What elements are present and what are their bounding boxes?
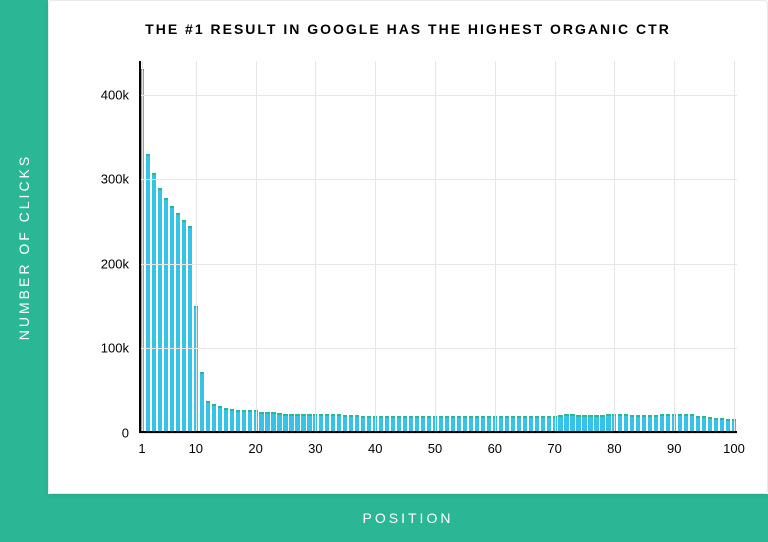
bar	[218, 406, 222, 433]
y-tick-label: 0	[122, 426, 139, 441]
bar	[146, 154, 150, 433]
grid-line-v	[142, 61, 143, 433]
bottom-band: POSITION	[0, 494, 768, 542]
bar	[248, 410, 252, 433]
bar	[242, 410, 246, 433]
x-tick-label: 30	[308, 433, 322, 456]
grid-line-v	[495, 61, 496, 433]
bar	[170, 206, 174, 433]
x-tick-label: 10	[189, 433, 203, 456]
x-tick-label: 1	[138, 433, 145, 456]
bar	[259, 412, 263, 433]
grid-line-v	[256, 61, 257, 433]
bar	[158, 188, 162, 433]
x-tick-label: 80	[607, 433, 621, 456]
x-tick-label: 60	[488, 433, 502, 456]
x-tick-label: 70	[547, 433, 561, 456]
x-tick-label: 50	[428, 433, 442, 456]
bar	[176, 213, 180, 433]
grid-line-v	[375, 61, 376, 433]
bar	[200, 372, 204, 433]
grid-line-v	[734, 61, 735, 433]
bar	[152, 173, 156, 433]
bar	[212, 404, 216, 433]
bar	[206, 401, 210, 433]
bar	[277, 413, 281, 433]
x-tick-label: 20	[248, 433, 262, 456]
grid-line-v	[614, 61, 615, 433]
y-tick-label: 100k	[101, 341, 139, 356]
plot-area: 0100k200k300k400k1102030405060708090100	[139, 61, 737, 433]
x-tick-label: 90	[667, 433, 681, 456]
grid-line-h	[139, 95, 737, 96]
y-axis-label-container: NUMBER OF CLICKS	[0, 0, 48, 494]
x-tick-label: 40	[368, 433, 382, 456]
grid-line-h	[139, 348, 737, 349]
bar	[188, 226, 192, 433]
grid-line-v	[674, 61, 675, 433]
x-tick-label: 100	[723, 433, 745, 456]
bar	[182, 220, 186, 433]
y-tick-label: 300k	[101, 172, 139, 187]
x-axis-line	[139, 431, 737, 433]
chart-card: THE #1 RESULT IN GOOGLE HAS THE HIGHEST …	[48, 0, 768, 494]
bar	[230, 409, 234, 433]
grid-line-v	[555, 61, 556, 433]
chart-title: THE #1 RESULT IN GOOGLE HAS THE HIGHEST …	[49, 1, 767, 37]
bars-container	[139, 61, 737, 433]
grid-line-h	[139, 179, 737, 180]
bar	[236, 410, 240, 433]
bar	[164, 198, 168, 433]
bar	[224, 408, 228, 433]
bar	[271, 412, 275, 433]
y-tick-label: 200k	[101, 256, 139, 271]
grid-line-v	[435, 61, 436, 433]
grid-line-h	[139, 264, 737, 265]
grid-line-v	[196, 61, 197, 433]
chart-frame: NUMBER OF CLICKS POSITION THE #1 RESULT …	[0, 0, 768, 542]
x-axis-label: POSITION	[363, 510, 454, 526]
grid-line-v	[315, 61, 316, 433]
y-axis-line	[139, 61, 141, 433]
bar	[265, 412, 269, 433]
y-tick-label: 400k	[101, 87, 139, 102]
y-axis-label: NUMBER OF CLICKS	[16, 154, 32, 340]
